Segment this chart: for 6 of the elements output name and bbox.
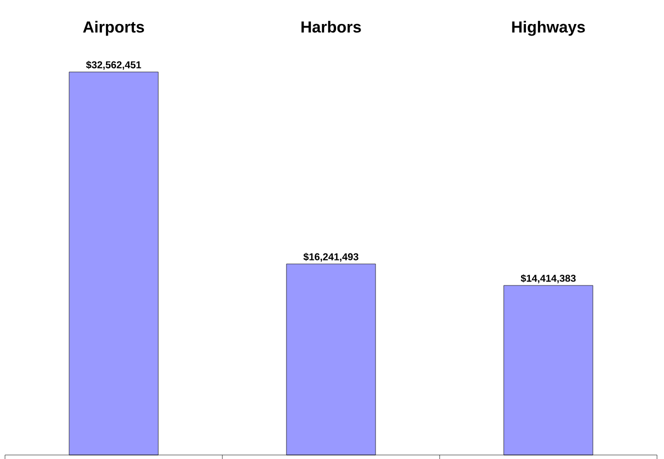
x-tick-label: Harbors (302, 20, 361, 33)
data-label: $16,241,493 (303, 252, 358, 262)
x-tick-label: Airports (83, 20, 144, 36)
data-label: $14,414,383 (520, 274, 576, 284)
x-tick-label: Highways (512, 20, 585, 36)
data-label: $32,562,451 (86, 60, 142, 70)
